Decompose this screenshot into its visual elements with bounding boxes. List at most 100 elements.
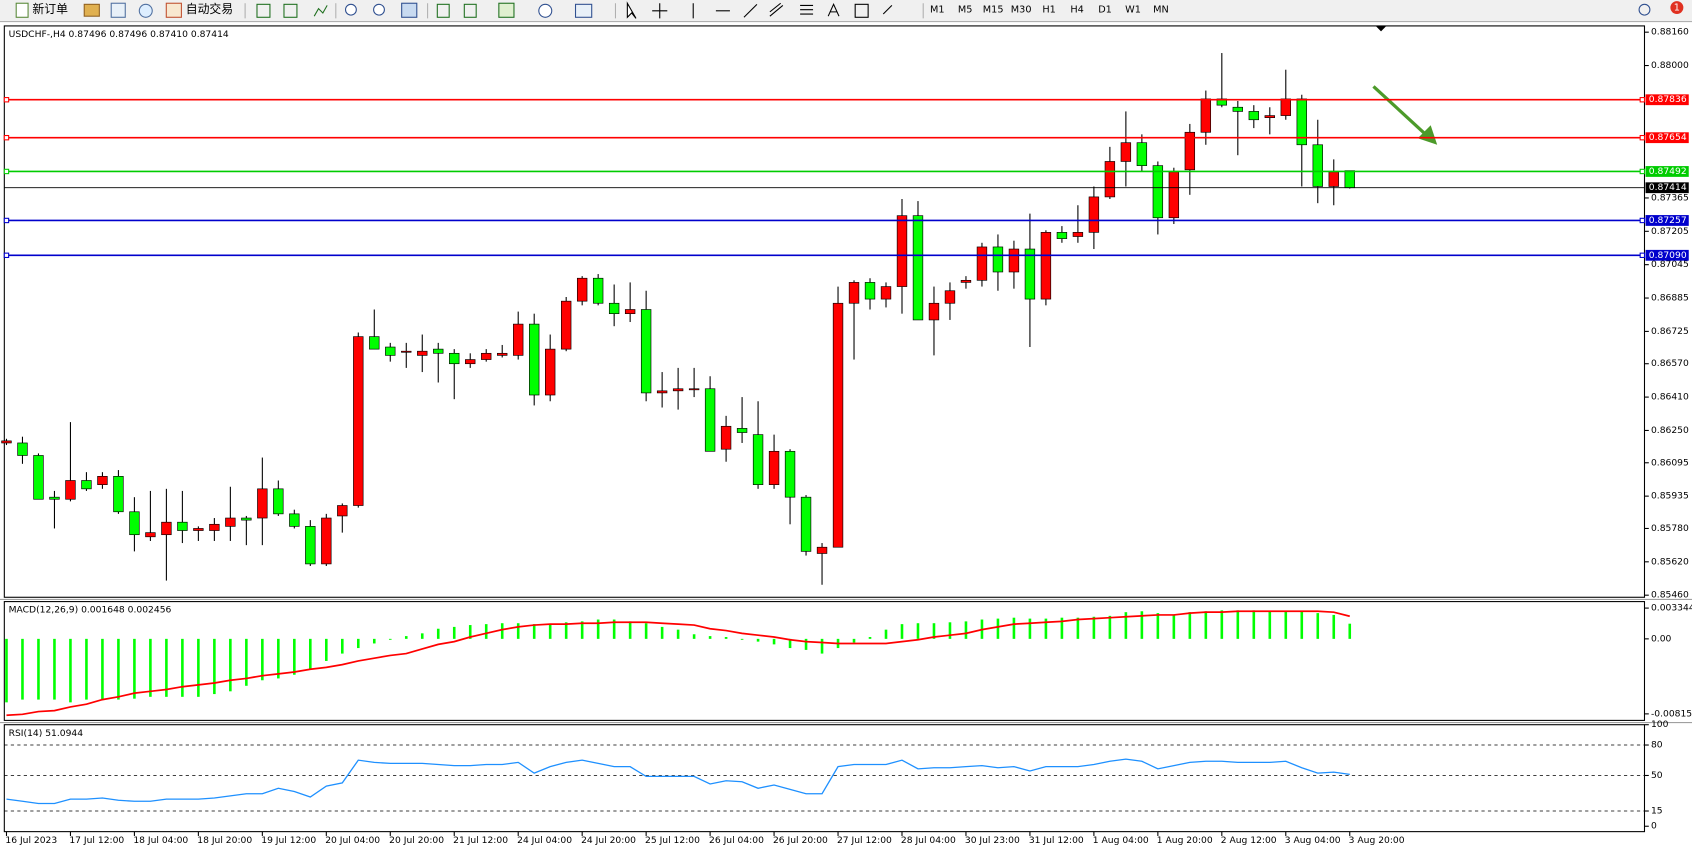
new-order-button[interactable]: 新订单 <box>32 2 68 16</box>
candle-body <box>592 277 604 304</box>
macd-bar <box>756 638 760 642</box>
x-tick-label: 27 Jul 12:00 <box>837 835 892 846</box>
candle-body <box>545 348 556 396</box>
cursor-tool[interactable] <box>626 1 637 19</box>
y-tick-label: 0.85780 <box>1651 523 1689 534</box>
macd-bar <box>404 636 408 639</box>
macd-panel <box>3 601 1646 721</box>
timeframe-button[interactable]: H4 <box>1070 5 1083 16</box>
new-order-icon[interactable] <box>15 2 29 18</box>
icon[interactable] <box>401 2 418 18</box>
icon[interactable] <box>574 3 593 18</box>
candle-body <box>1328 171 1339 187</box>
candle-body <box>1312 144 1323 187</box>
timeframes: M1 M5 M15 M30 H1 H4 D1 W1 MN <box>930 5 1169 16</box>
macd-bar <box>1204 611 1208 639</box>
candle-body <box>896 215 908 287</box>
notification-badge[interactable] <box>1670 1 1684 15</box>
x-tick-label: 1 Aug 20:00 <box>1157 835 1213 846</box>
candle-body <box>960 279 972 283</box>
candle-body <box>784 450 796 498</box>
candle-body <box>1152 165 1164 219</box>
y-tick-label: 50 <box>1651 770 1663 781</box>
x-tick-label: 25 Jul 12:00 <box>645 835 700 846</box>
icon[interactable] <box>313 5 328 17</box>
x-tick-label: 24 Jul 20:00 <box>581 835 636 846</box>
candle-body <box>1136 142 1148 166</box>
candle-body <box>513 323 524 356</box>
y-tick-label: 0 <box>1651 821 1657 832</box>
icon[interactable] <box>538 3 553 18</box>
timeframe-button[interactable]: M30 <box>1011 5 1032 16</box>
timeframe-button[interactable]: W1 <box>1125 5 1141 16</box>
macd-bar <box>229 638 232 692</box>
timeframe-button[interactable]: M5 <box>958 5 973 16</box>
icon[interactable] <box>283 3 298 18</box>
auto-trading-icon[interactable] <box>165 2 182 18</box>
macd-bar <box>964 621 968 639</box>
candle-body <box>305 526 316 565</box>
icon[interactable] <box>138 3 153 18</box>
candle-body <box>880 286 892 300</box>
candle-body <box>49 496 60 500</box>
icon[interactable] <box>463 3 477 18</box>
x-tick-label: 24 Jul 04:00 <box>517 835 572 846</box>
panel-title: USDCHF-,H4 0.87496 0.87496 0.87410 0.874… <box>9 29 229 40</box>
search-icon[interactable] <box>1638 3 1651 16</box>
macd-bar <box>612 619 616 639</box>
macd-bar <box>484 624 488 639</box>
icon[interactable] <box>83 3 100 17</box>
y-tick-label: 0.87205 <box>1651 226 1689 237</box>
candle-body <box>129 511 140 536</box>
candle-body <box>1040 232 1052 300</box>
zoom-in[interactable] <box>344 3 357 16</box>
zoom-out[interactable] <box>373 3 385 16</box>
macd-bar <box>996 618 1000 639</box>
candle-body <box>1104 161 1116 198</box>
icon[interactable] <box>110 2 126 18</box>
macd-bar <box>820 638 824 654</box>
timeframe-button[interactable]: M1 <box>930 5 945 16</box>
candle-body <box>912 215 924 321</box>
text-tool[interactable] <box>827 3 840 17</box>
auto-trading-button[interactable]: 自动交易 <box>186 2 233 16</box>
icon[interactable] <box>436 3 450 18</box>
candle-body <box>1120 142 1132 162</box>
timeframe-button[interactable]: H1 <box>1042 5 1055 16</box>
macd-bar <box>420 633 424 639</box>
notification-count[interactable]: 1 <box>1674 3 1680 14</box>
timeframe-button[interactable]: MN <box>1153 5 1169 16</box>
macd-bar <box>804 638 808 650</box>
macd-bar <box>69 638 72 703</box>
candle-body <box>816 546 828 554</box>
macd-bar <box>181 638 184 697</box>
label-tool[interactable] <box>854 3 869 18</box>
macd-bar <box>628 621 632 639</box>
candle-body <box>17 442 28 456</box>
macd-bar <box>644 623 648 639</box>
x-tick-label: 3 Aug 04:00 <box>1285 835 1341 846</box>
candle-body <box>1280 98 1291 116</box>
timeframe-button[interactable]: M15 <box>983 5 1004 16</box>
candle-body <box>449 352 460 365</box>
icon[interactable] <box>256 3 271 18</box>
candle-body <box>417 350 428 356</box>
candle-body <box>656 390 668 394</box>
fibo-tool[interactable] <box>800 4 814 15</box>
icon[interactable] <box>498 2 515 18</box>
level-label: 0.87090 <box>1649 250 1687 261</box>
timeframe-button[interactable]: D1 <box>1098 5 1112 16</box>
channel-tool[interactable] <box>769 2 784 17</box>
macd-bar <box>868 637 872 639</box>
candle-body <box>113 476 124 513</box>
x-tick-label: 1 Aug 04:00 <box>1093 835 1149 846</box>
trendline-tool[interactable] <box>743 3 758 18</box>
arrow-tool[interactable] <box>882 5 893 15</box>
candle-body <box>81 480 92 490</box>
candle-body <box>1008 248 1020 273</box>
macd-bar <box>1316 613 1320 639</box>
macd-bar <box>564 622 568 639</box>
candle-body <box>864 282 876 300</box>
crosshair-tool[interactable] <box>652 3 668 19</box>
